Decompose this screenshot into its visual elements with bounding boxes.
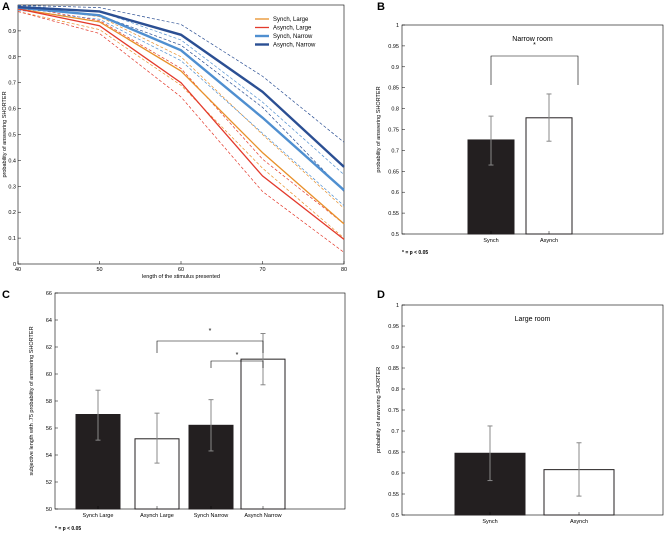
y-tick-label: 0.5 xyxy=(8,133,16,139)
series-ci-upper-line xyxy=(17,5,345,225)
panel-label-a: A xyxy=(2,1,10,13)
y-tick-label: 0.75 xyxy=(388,128,399,134)
legend-label: Synch, Large xyxy=(273,17,309,23)
panel-label-d: D xyxy=(377,289,385,301)
y-tick-label: 56 xyxy=(46,426,52,432)
y-tick-label: 0.75 xyxy=(388,408,399,414)
x-tick-label: 70 xyxy=(259,267,265,273)
x-tick-label: Synch Large xyxy=(83,513,114,519)
y-tick-label: 60 xyxy=(46,372,52,378)
significance-bracket xyxy=(490,55,579,85)
series-ci-upper-line xyxy=(17,5,345,209)
significance-star: * xyxy=(533,42,536,49)
y-tick-label: 0.7 xyxy=(391,429,399,435)
x-tick-label: 60 xyxy=(178,267,184,273)
y-tick-label: 54 xyxy=(46,453,52,459)
y-tick-label: 66 xyxy=(46,291,52,297)
series-ci-lower-line xyxy=(17,8,345,192)
x-tick-label: 80 xyxy=(341,267,347,273)
significance-bracket-outer xyxy=(156,340,264,353)
y-tick-label: 0.8 xyxy=(391,107,399,113)
y-tick-label: 0.5 xyxy=(391,513,399,519)
panel-c-bar-chart: 50 52 54 56 58 60 62 64 66 subjective length with… xyxy=(29,291,346,532)
y-tick-label: 1 xyxy=(396,303,399,309)
series-ci-lower-line xyxy=(17,11,345,239)
series-ci-upper-line xyxy=(17,5,345,175)
significance-star: * xyxy=(236,352,239,359)
y-tick-label: 0.8 xyxy=(8,55,16,61)
series-ci-upper-line xyxy=(17,4,345,143)
y-tick-label: 62 xyxy=(46,345,52,351)
y-tick-label: 0.6 xyxy=(8,107,16,113)
y-axis-label: probability of answering SHORTER xyxy=(376,367,382,453)
y-axis-label: probability of answering SHORTER xyxy=(2,91,8,177)
legend-label: Synch, Narrow xyxy=(273,34,313,40)
x-tick-label: 40 xyxy=(15,267,21,273)
panel-b-bar-chart: 0.5 0.55 0.6 0.65 0.7 0.75 0.8 0.85 0.9 0.95 1 Narr… xyxy=(376,23,664,256)
y-tick-label: 0.65 xyxy=(388,169,399,175)
chart-title: Narrow room xyxy=(512,36,553,43)
x-tick-label: Synch Narrow xyxy=(194,513,229,519)
y-tick-label: 0.5 xyxy=(391,232,399,238)
x-tick-label: Synch xyxy=(482,519,497,525)
x-tick-label: Synch xyxy=(483,238,498,244)
y-tick-label: 0.65 xyxy=(388,450,399,456)
series-line xyxy=(17,6,345,192)
y-tick-label: 50 xyxy=(46,507,52,513)
y-tick-label: 0.7 xyxy=(8,81,16,87)
chart-title: Large room xyxy=(515,316,551,323)
significance-bracket-inner xyxy=(210,360,264,368)
y-tick-label: 0.4 xyxy=(8,158,16,164)
significance-star: * xyxy=(209,328,212,335)
legend-label: Asynch, Narrow xyxy=(273,43,316,49)
y-tick-label: 52 xyxy=(46,480,52,486)
x-tick-label: Asynch xyxy=(540,238,558,244)
x-tick-label: Asynch Narrow xyxy=(244,513,281,519)
y-tick-label: 0.6 xyxy=(391,190,399,196)
x-axis-label: length of the stimulus presented xyxy=(142,274,220,280)
y-tick-label: 0.7 xyxy=(391,148,399,154)
y-axis-label: probability of answering SHORTER xyxy=(376,86,382,172)
y-tick-label: 0.8 xyxy=(391,387,399,393)
y-axis-label: subjective length with .75 probability o… xyxy=(29,326,35,475)
series-line xyxy=(17,8,345,225)
plot-frame xyxy=(401,304,664,516)
y-tick-label: 0.95 xyxy=(388,44,399,50)
y-tick-label: 0.85 xyxy=(388,366,399,372)
y-tick-label: 1 xyxy=(396,23,399,29)
y-tick-label: 64 xyxy=(46,318,52,324)
y-tick-label: 0.9 xyxy=(391,345,399,351)
y-tick-label: 0.95 xyxy=(388,324,399,330)
y-tick-label: 0.6 xyxy=(391,471,399,477)
series-line xyxy=(17,8,345,240)
y-tick-label: 0.9 xyxy=(8,29,16,35)
y-tick-label: 0 xyxy=(13,262,16,268)
y-tick-label: 0.55 xyxy=(388,211,399,217)
series-line xyxy=(17,5,345,168)
panel-label-b: B xyxy=(377,1,385,13)
significance-footnote: * = p < 0.05 xyxy=(55,526,81,532)
y-tick-label: 0.9 xyxy=(391,65,399,71)
legend-label: Asynch, Large xyxy=(273,26,312,32)
y-tick-label: 0.3 xyxy=(8,184,16,190)
panel-d-bar-chart: 0.5 0.55 0.6 0.65 0.7 0.75 0.8 0.85 0.9 0.95 1 Larg… xyxy=(376,303,664,525)
x-tick-label: Asynch Large xyxy=(140,513,174,519)
y-tick-label: 58 xyxy=(46,399,52,405)
y-tick-label: 0.1 xyxy=(8,236,16,242)
y-tick-label: 0.2 xyxy=(8,210,16,216)
y-tick-label: 0.85 xyxy=(388,86,399,92)
y-tick-label: 0.55 xyxy=(388,492,399,498)
significance-footnote: * = p < 0.05 xyxy=(402,250,428,256)
series-ci-lower-line xyxy=(17,11,345,253)
panel-a-line-chart: 40 50 60 70 80 0 0.1 0.2 0.3 0.4 0.5 0.6 0.7 0.8 0.9 le… xyxy=(2,4,347,280)
x-tick-label: Asynch xyxy=(570,519,588,525)
x-tick-label: 50 xyxy=(96,267,102,273)
panel-label-c: C xyxy=(2,289,10,301)
